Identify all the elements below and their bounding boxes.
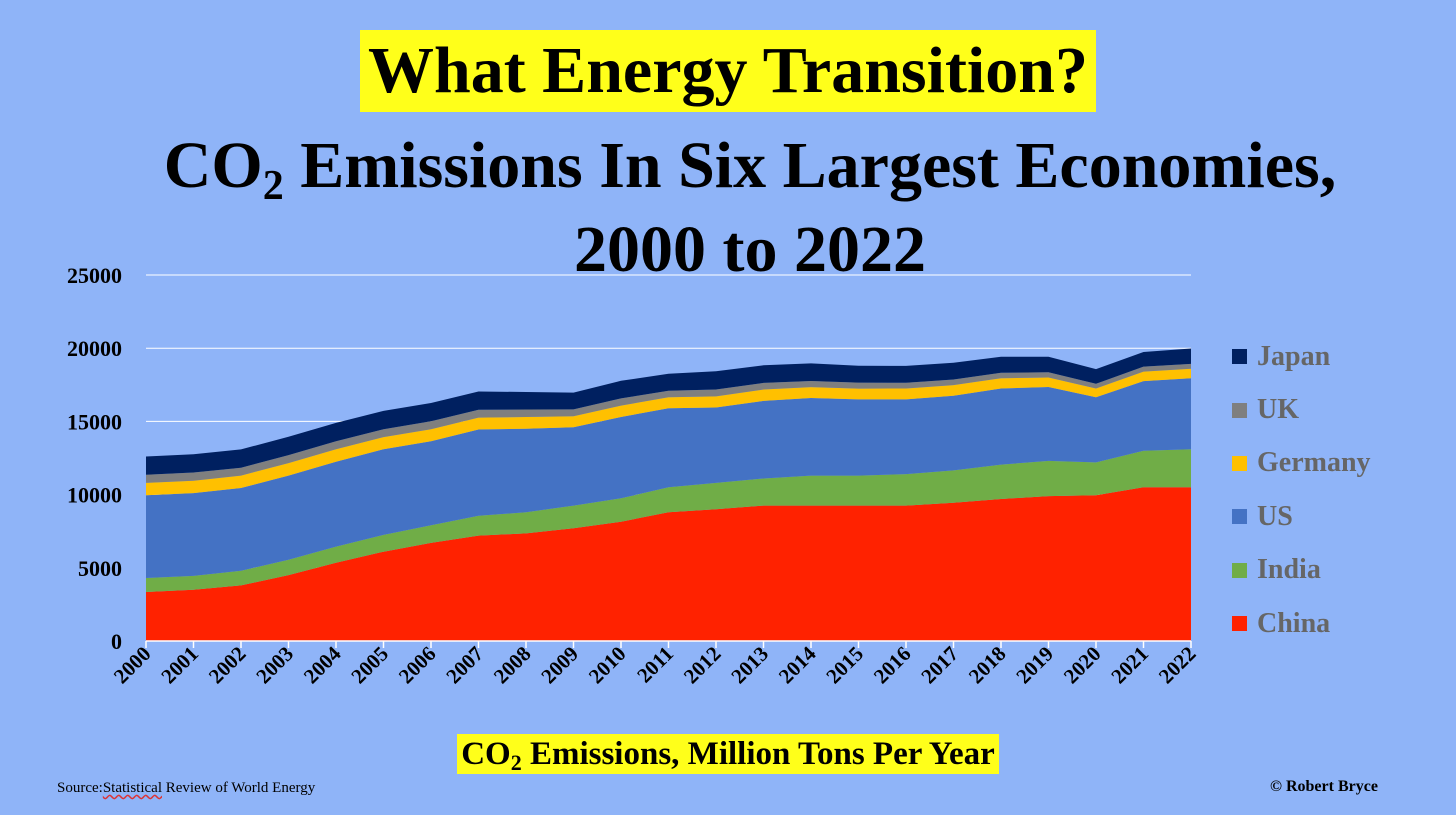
axes	[145, 640, 1192, 648]
axis-caption: CO2 Emissions, Million Tons Per Year	[457, 734, 999, 774]
legend: Japan UK Germany US India China	[1232, 330, 1371, 650]
chart-title: CO2 Emissions In Six Largest Economies, …	[0, 124, 1456, 292]
legend-swatch	[1232, 509, 1247, 525]
source-rest: Review of World Energy	[162, 780, 316, 796]
x-tick-label: 2017	[916, 642, 963, 689]
x-tick-label: 2012	[679, 642, 726, 689]
caption-wrap: CO2 Emissions, Million Tons Per Year	[0, 734, 1456, 774]
headline-wrap: What Energy Transition?	[0, 30, 1456, 112]
x-tick-label: 2004	[299, 641, 346, 688]
x-tick-label: 2011	[632, 642, 678, 688]
legend-label: US	[1257, 500, 1293, 532]
legend-swatch	[1232, 402, 1247, 418]
x-tick-label: 2019	[1011, 642, 1058, 689]
legend-item-japan: Japan	[1232, 330, 1371, 383]
title-co-text: CO	[163, 129, 263, 202]
legend-item-germany: Germany	[1232, 437, 1371, 490]
copyright-text: © Robert Bryce	[1270, 778, 1378, 795]
chart-title-line1: CO2 Emissions In Six Largest Economies,	[0, 124, 1456, 208]
legend-swatch	[1232, 562, 1247, 578]
area-uk	[146, 363, 1191, 483]
y-tick-label: 10000	[67, 483, 122, 508]
x-tick-label: 2013	[726, 642, 773, 689]
title-rest-text: Emissions In Six Largest Economies,	[283, 129, 1337, 202]
x-tick-label: 2010	[584, 642, 631, 689]
y-axis-ticks: 0 5000 10000 15000 20000 25000	[67, 263, 122, 654]
caption-rest-text: Emissions, Million Tons Per Year	[521, 736, 995, 772]
x-tick-label: 2008	[489, 642, 536, 689]
area-india	[146, 449, 1191, 592]
x-tick-label: 2022	[1154, 642, 1201, 689]
source-note: Source:Statistical Review of World Energ…	[57, 780, 315, 797]
area-japan	[146, 348, 1191, 475]
headline: What Energy Transition?	[360, 30, 1096, 112]
area-us	[146, 378, 1191, 578]
legend-swatch	[1232, 349, 1247, 365]
x-tick-label: 2016	[869, 642, 916, 689]
y-tick-label: 15000	[67, 409, 122, 434]
legend-label: UK	[1257, 394, 1299, 426]
area-series	[146, 348, 1191, 641]
legend-swatch	[1232, 616, 1247, 632]
area-china	[146, 487, 1191, 641]
x-tick-label: 2003	[251, 642, 298, 689]
legend-label: India	[1257, 554, 1321, 586]
area-germany	[146, 368, 1191, 496]
x-tick-label: 2015	[821, 642, 868, 689]
legend-label: China	[1257, 607, 1331, 639]
x-tick-label: 2005	[346, 642, 393, 689]
caption-co-text: CO	[461, 736, 511, 772]
legend-item-india: India	[1232, 544, 1371, 597]
y-tick-label: 0	[111, 629, 122, 654]
x-tick-label: 2020	[1059, 642, 1106, 689]
legend-item-china: China	[1232, 597, 1371, 650]
x-axis-ticks: 2000 2001 2002 2003 2004 2005 2006 2007 2008 2009…	[109, 641, 1201, 688]
chart-title-line2: 2000 to 2022	[574, 213, 926, 286]
x-tick-label: 2021	[1106, 642, 1153, 689]
legend-label: Japan	[1257, 340, 1331, 372]
x-tick-label: 2007	[441, 642, 488, 689]
legend-label: Germany	[1257, 447, 1371, 479]
legend-swatch	[1232, 455, 1247, 471]
x-tick-label: 2002	[204, 642, 251, 689]
caption-co-subscript: 2	[510, 750, 522, 775]
source-label: Source:	[57, 780, 103, 796]
x-tick-label: 2009	[536, 642, 583, 689]
legend-item-us: US	[1232, 490, 1371, 543]
x-tick-label: 2006	[394, 642, 441, 689]
title-co-subscript: 2	[262, 163, 284, 209]
x-tick-label: 2001	[156, 642, 203, 689]
y-tick-label: 5000	[78, 556, 122, 581]
y-tick-label: 20000	[67, 336, 122, 361]
x-tick-label: 2018	[964, 642, 1011, 689]
source-word: Statistical	[102, 780, 162, 796]
legend-item-uk: UK	[1232, 383, 1371, 436]
x-tick-label: 2014	[774, 641, 821, 688]
y-tick-label: 25000	[67, 263, 122, 288]
